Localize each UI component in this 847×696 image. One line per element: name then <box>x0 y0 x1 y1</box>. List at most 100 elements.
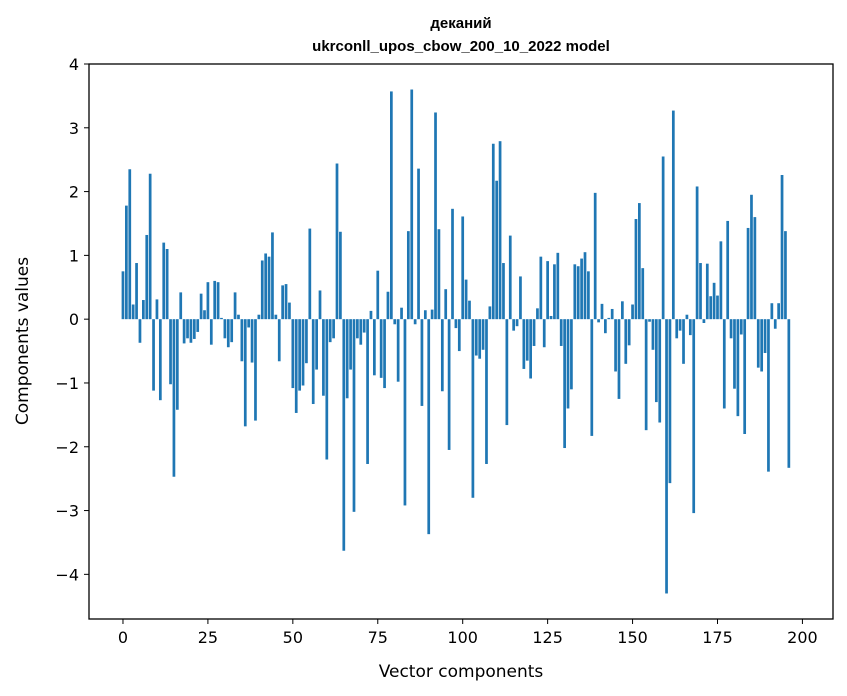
bar-123 <box>539 256 543 320</box>
bar-21 <box>192 319 196 339</box>
bar-70 <box>359 319 363 345</box>
bar-137 <box>587 271 590 320</box>
bar-93 <box>437 229 441 320</box>
x-tick-label: 50 <box>283 628 303 647</box>
bar-17 <box>179 292 183 320</box>
bar-195 <box>784 231 787 320</box>
y-tick-label: −3 <box>55 502 79 521</box>
bar-120 <box>529 319 532 379</box>
bar-94 <box>440 319 444 392</box>
bar-66 <box>345 319 349 399</box>
bar-30 <box>223 319 227 339</box>
bar-164 <box>678 319 682 331</box>
bar-124 <box>542 319 546 348</box>
bar-181 <box>736 319 740 417</box>
bar-79 <box>390 91 393 320</box>
bar-43 <box>267 256 271 320</box>
y-tick-label: 0 <box>69 310 79 329</box>
bar-151 <box>634 219 638 320</box>
bar-26 <box>209 319 213 345</box>
bar-8 <box>148 173 152 320</box>
bar-69 <box>356 319 359 339</box>
bar-119 <box>525 319 529 361</box>
bar-152 <box>638 203 641 320</box>
bar-78 <box>386 291 390 320</box>
bar-58 <box>318 290 322 320</box>
bar-97 <box>451 208 454 320</box>
bar-87 <box>417 168 420 320</box>
bar-68 <box>352 319 356 512</box>
bar-184 <box>746 227 750 320</box>
bar-185 <box>750 194 753 320</box>
bar-108 <box>488 306 492 320</box>
bar-115 <box>512 319 516 331</box>
bars-group <box>121 89 791 594</box>
bar-128 <box>556 252 560 320</box>
bar-24 <box>203 310 206 320</box>
bar-190 <box>767 319 770 472</box>
bar-102 <box>468 300 471 320</box>
bar-135 <box>580 258 583 320</box>
bar-101 <box>464 279 468 320</box>
bar-179 <box>729 319 733 339</box>
bar-62 <box>332 319 335 339</box>
bar-23 <box>199 293 203 320</box>
bar-92 <box>434 112 437 320</box>
bar-63 <box>335 163 339 320</box>
bar-91 <box>430 309 434 320</box>
bar-161 <box>668 319 672 484</box>
bar-89 <box>423 310 427 320</box>
bar-38 <box>250 319 254 363</box>
bar-138 <box>590 319 594 436</box>
bar-132 <box>570 319 573 390</box>
bar-154 <box>644 319 648 431</box>
bar-105 <box>478 319 482 359</box>
bar-174 <box>712 282 716 320</box>
bar-34 <box>237 314 240 320</box>
bar-11 <box>158 319 162 401</box>
bar-133 <box>573 264 577 320</box>
bar-99 <box>457 319 461 352</box>
bar-42 <box>264 253 268 320</box>
bar-50 <box>291 319 295 389</box>
bar-196 <box>787 319 791 468</box>
bar-54 <box>305 319 308 364</box>
y-tick-label: 4 <box>69 55 79 74</box>
bar-72 <box>366 319 369 464</box>
y-tick-label: 3 <box>69 119 79 138</box>
bar-103 <box>471 319 475 498</box>
x-tick-label: 200 <box>787 628 818 647</box>
bar-156 <box>651 319 655 350</box>
bar-75 <box>376 270 380 320</box>
bar-194 <box>780 175 784 320</box>
bar-10 <box>155 299 159 320</box>
bar-27 <box>213 280 217 320</box>
bar-45 <box>274 314 278 320</box>
bar-88 <box>420 319 424 406</box>
bar-139 <box>593 192 597 320</box>
bar-74 <box>373 319 376 376</box>
bar-111 <box>498 141 502 320</box>
bar-182 <box>739 319 743 335</box>
bar-31 <box>226 319 230 348</box>
bar-142 <box>604 319 607 334</box>
bar-178 <box>726 220 730 320</box>
bar-19 <box>186 319 189 339</box>
bar-186 <box>753 217 757 320</box>
x-tick-label: 0 <box>118 628 128 647</box>
bar-171 <box>702 319 706 323</box>
y-axis-ticks: −4 −3 −2 −1 0 1 2 3 4 <box>55 55 89 584</box>
bar-114 <box>508 235 512 320</box>
bar-6 <box>142 300 145 320</box>
bar-95 <box>444 289 448 320</box>
bar-84 <box>406 231 410 320</box>
bar-192 <box>773 319 777 329</box>
bar-29 <box>220 317 223 320</box>
bar-177 <box>722 319 726 409</box>
bar-33 <box>233 292 237 320</box>
bar-0 <box>121 271 125 320</box>
bar-129 <box>559 319 563 346</box>
bar-191 <box>770 303 774 320</box>
bar-47 <box>281 285 284 320</box>
